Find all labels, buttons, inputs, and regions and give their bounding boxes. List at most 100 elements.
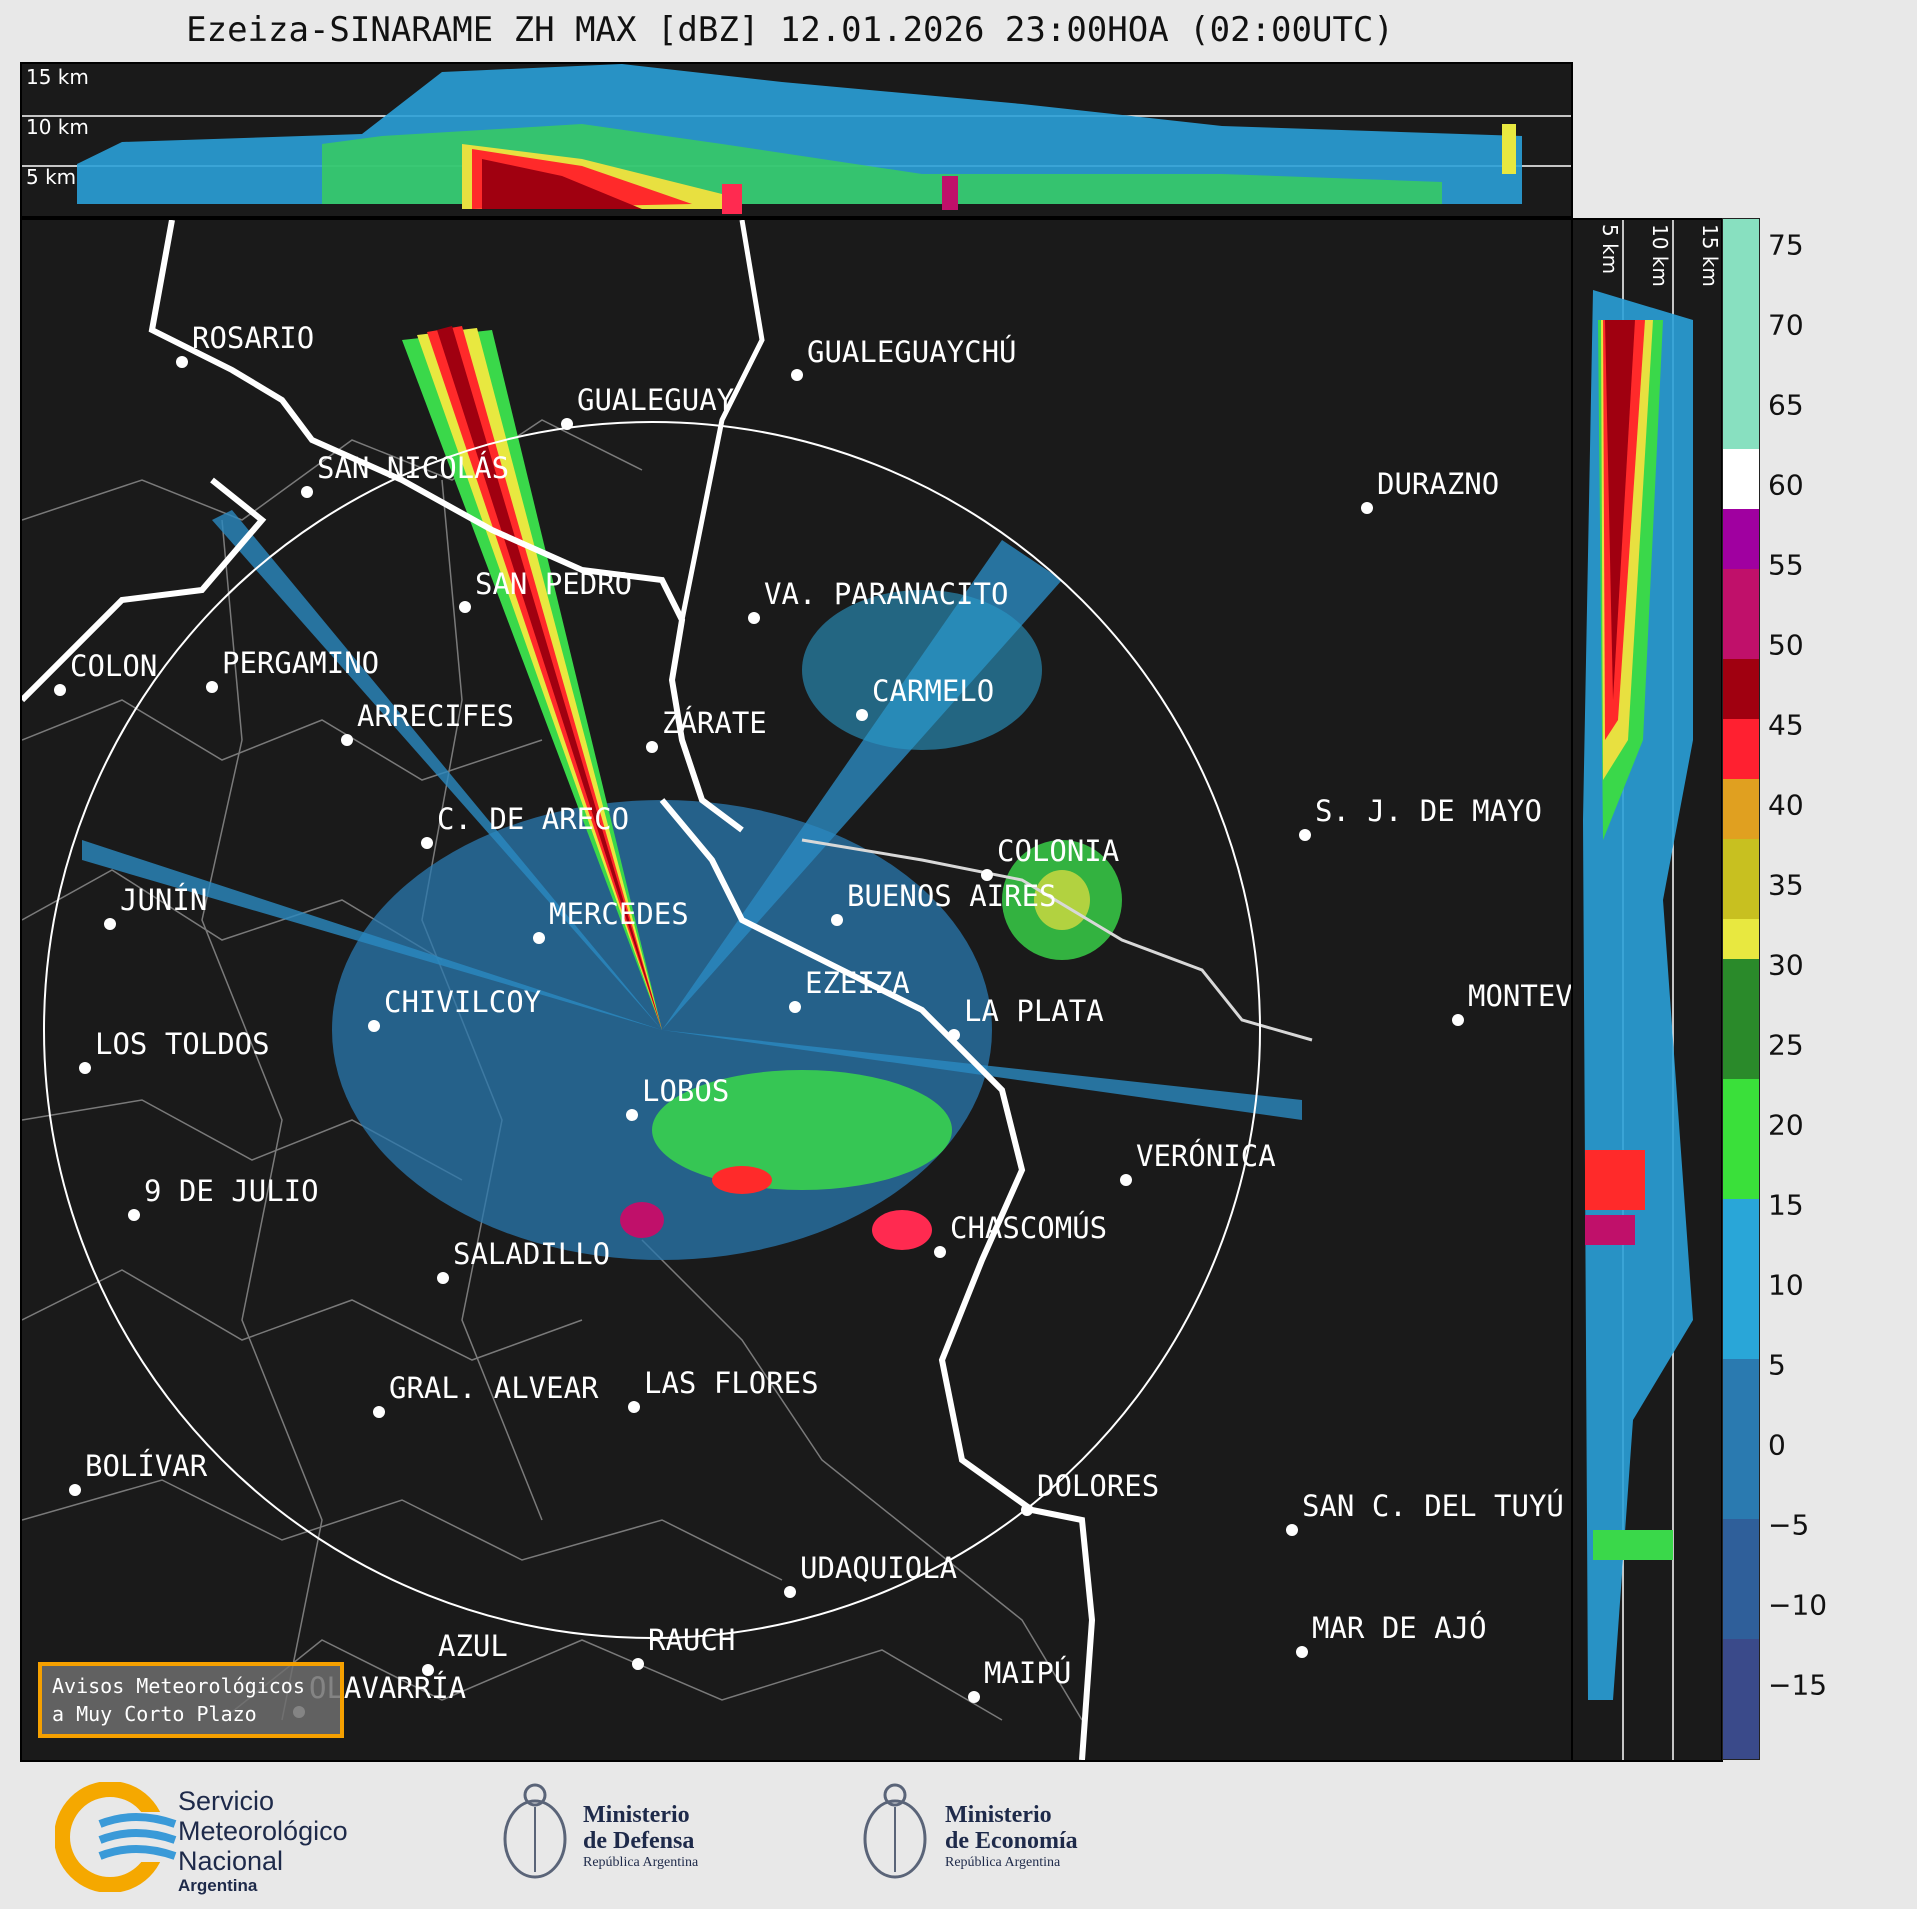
defensa-coat-of-arms-icon [503, 1783, 567, 1879]
svg-text:GUALEGUAYCHÚ: GUALEGUAYCHÚ [807, 335, 1017, 369]
radar-map[interactable]: ROSARIO GUALEGUAYCHÚ GUALEGUAY SAN NICOL… [19, 219, 1643, 1761]
colorbar-tick-10: 10 [1768, 1268, 1804, 1302]
radar-map-panel: ROSARIO GUALEGUAYCHÚ GUALEGUAY SAN NICOL… [19, 218, 1643, 1762]
city-va-paranacito: VA. PARANACITO [748, 577, 1008, 624]
svg-text:MAIPÚ: MAIPÚ [984, 1656, 1071, 1690]
city-udaquiola: UDAQUIOLA [784, 1551, 957, 1598]
svg-text:CARMELO: CARMELO [872, 674, 994, 708]
svg-text:C. DE ARECO: C. DE ARECO [437, 802, 629, 836]
city-gualeguaychu: GUALEGUAYCHÚ [791, 335, 1017, 381]
colorbar-tick-0: 0 [1768, 1428, 1786, 1462]
svg-text:ARRECIFES: ARRECIFES [357, 699, 514, 733]
svg-text:COLON: COLON [70, 649, 157, 683]
svg-text:LA PLATA: LA PLATA [964, 994, 1104, 1028]
smn-logo-icon [55, 1782, 185, 1892]
city-durazno: DURAZNO [1361, 467, 1499, 514]
city-chivilcoy: CHIVILCOY [368, 985, 541, 1032]
city-chascomus: CHASCOMÚS [934, 1211, 1107, 1258]
colorbar-tick-minus15: −15 [1768, 1668, 1828, 1702]
top-alt-label-10: 10 km [26, 115, 89, 139]
svg-text:PERGAMINO: PERGAMINO [222, 646, 379, 680]
coastlines [19, 219, 1313, 1761]
svg-text:AZUL: AZUL [438, 1629, 508, 1663]
city-colon: COLON [54, 649, 157, 696]
city-saladillo: SALADILLO [437, 1237, 610, 1284]
city-buenos-aires: BUENOS AIRES [831, 879, 1057, 926]
warning-link-box[interactable]: Avisos Meteorológicos a Muy Corto Plazo [38, 1662, 344, 1738]
colorbar-tick-55: 55 [1768, 548, 1804, 582]
colorbar-tick-5: 5 [1768, 1348, 1786, 1382]
city-gral-alvear: GRAL. ALVEAR [373, 1371, 599, 1418]
economia-coat-of-arms-icon [863, 1783, 927, 1879]
svg-text:SAN C. DEL TUYÚ: SAN C. DEL TUYÚ [1302, 1489, 1564, 1523]
city-zarate: ZÁRATE [646, 706, 767, 753]
colorbar-tick-35: 35 [1768, 868, 1804, 902]
colorbar-tick-15: 15 [1768, 1188, 1804, 1222]
city-pergamino: PERGAMINO [206, 646, 379, 693]
chart-title: Ezeiza-SINARAME ZH MAX [dBZ] 12.01.2026 … [186, 10, 1394, 50]
top-alt-label-5: 5 km [26, 165, 76, 189]
svg-text:LOBOS: LOBOS [642, 1074, 729, 1108]
side-alt-label-15: 15 km [1698, 224, 1721, 287]
warning-line-1: Avisos Meteorológicos [52, 1674, 305, 1698]
colorbar-tick-minus10: −10 [1768, 1588, 1828, 1622]
svg-text:ROSARIO: ROSARIO [192, 321, 314, 355]
smn-logo-text: Servicio Meteorológico Nacional Argentin… [178, 1786, 348, 1895]
top-alt-label-15: 15 km [26, 65, 89, 89]
city-san-nicolas: SAN NICOLÁS [301, 451, 509, 498]
svg-text:S. J. DE MAYO: S. J. DE MAYO [1315, 794, 1542, 828]
city-san-c-del-tuyu: SAN C. DEL TUYÚ [1286, 1489, 1564, 1536]
svg-text:RAUCH: RAUCH [648, 1623, 735, 1657]
svg-text:GRAL. ALVEAR: GRAL. ALVEAR [389, 1371, 599, 1405]
city-lobos: LOBOS [626, 1074, 729, 1121]
city-bolivar: BOLÍVAR [69, 1449, 208, 1496]
top-cross-section-panel: 15 km 10 km 5 km [20, 62, 1573, 218]
svg-text:DURAZNO: DURAZNO [1377, 467, 1499, 501]
side-alt-label-10: 10 km [1648, 224, 1672, 287]
side-cross-section-plot: 5 km 10 km 15 km [1583, 220, 1722, 1760]
city-mar-de-ajo: MAR DE AJÓ [1296, 1611, 1487, 1658]
city-mercedes: MERCEDES [533, 897, 689, 944]
city-las-flores: LAS FLORES [628, 1366, 819, 1413]
city-9-de-julio: 9 DE JULIO [128, 1174, 319, 1221]
svg-text:MONTEVIDEO: MONTEVIDEO [1468, 979, 1571, 1013]
colorbar-tick-70: 70 [1768, 308, 1804, 342]
colorbar-tick-25: 25 [1768, 1028, 1804, 1062]
svg-text:GUALEGUAY: GUALEGUAY [577, 383, 734, 417]
colorbar-tick-20: 20 [1768, 1108, 1804, 1142]
svg-text:SAN PEDRO: SAN PEDRO [475, 567, 632, 601]
defensa-logo-text: Ministerio de Defensa República Argentin… [583, 1802, 699, 1870]
svg-text:EZEIZA: EZEIZA [805, 966, 910, 1000]
svg-text:SAN NICOLÁS: SAN NICOLÁS [317, 451, 509, 485]
svg-text:DOLORES: DOLORES [1037, 1469, 1159, 1503]
svg-text:CHASCOMÚS: CHASCOMÚS [950, 1211, 1107, 1245]
city-la-plata: LA PLATA [948, 994, 1104, 1041]
city-los-toldos: LOS TOLDOS [79, 1027, 270, 1074]
svg-text:JUNÍN: JUNÍN [120, 883, 207, 917]
city-arrecifes: ARRECIFES [341, 699, 514, 746]
city-carmelo: CARMELO [856, 674, 994, 721]
svg-text:VERÓNICA: VERÓNICA [1136, 1139, 1276, 1173]
city-rosario: ROSARIO [176, 321, 314, 368]
svg-text:BUENOS AIRES: BUENOS AIRES [847, 879, 1057, 913]
svg-text:CHIVILCOY: CHIVILCOY [384, 985, 541, 1019]
colorbar-tick-65: 65 [1768, 388, 1804, 422]
svg-text:COLONIA: COLONIA [997, 834, 1119, 868]
svg-text:SALADILLO: SALADILLO [453, 1237, 610, 1271]
svg-text:MERCEDES: MERCEDES [549, 897, 689, 931]
side-cross-section-panel: 5 km 10 km 15 km [1571, 218, 1723, 1762]
svg-text:VA. PARANACITO: VA. PARANACITO [764, 577, 1008, 611]
svg-text:LOS TOLDOS: LOS TOLDOS [95, 1027, 270, 1061]
city-veronica: VERÓNICA [1120, 1139, 1276, 1186]
city-maipu: MAIPÚ [968, 1656, 1071, 1703]
city-c-de-areco: C. DE ARECO [421, 802, 629, 849]
colorbar-gradient [1723, 219, 1759, 1759]
svg-text:BOLÍVAR: BOLÍVAR [85, 1449, 208, 1483]
colorbar-tick-minus5: −5 [1768, 1508, 1810, 1542]
colorbar-tick-50: 50 [1768, 628, 1804, 662]
colorbar-tick-75: 75 [1768, 228, 1804, 262]
city-gualeguay: GUALEGUAY [561, 383, 734, 430]
colorbar-tick-60: 60 [1768, 468, 1804, 502]
svg-text:ZÁRATE: ZÁRATE [662, 706, 767, 740]
colorbar-tick-45: 45 [1768, 708, 1804, 742]
